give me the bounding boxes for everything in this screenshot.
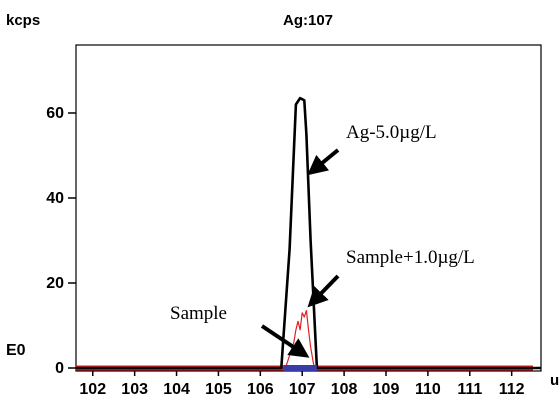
x-tick-label: 111 [457,381,482,398]
x-tick-label: 105 [205,381,232,398]
x-tick-label: 107 [289,381,316,398]
y-tick-label: 0 [55,360,64,377]
annotation-label: Ag-5.0µg/L [346,122,437,143]
annotation-label: Sample [170,303,227,324]
baseline-label: E0 [6,342,26,359]
x-tick-label: 110 [415,381,441,398]
x-tick-label: 106 [247,381,274,398]
annotation-arrow [260,324,310,358]
x-tick-label: 108 [331,381,358,398]
y-tick-label: 20 [46,275,64,292]
y-axis-label: kcps [6,12,40,29]
x-tick-label: 112 [499,381,525,398]
annotation-arrow [307,148,340,176]
annotation-arrow [307,274,340,308]
x-tick-label: 104 [163,381,190,398]
annotation-label: Sample+1.0µg/L [346,247,475,268]
series-ag-5-line [76,96,541,370]
chart-title: Ag:107 [283,12,333,29]
x-tick-label: 103 [121,381,148,398]
y-tick-label: 60 [46,105,64,122]
x-tick-label: 102 [79,381,106,398]
y-tick-label: 40 [46,190,64,207]
x-tick-label: 109 [373,381,400,398]
x-axis-label: u [550,372,559,389]
